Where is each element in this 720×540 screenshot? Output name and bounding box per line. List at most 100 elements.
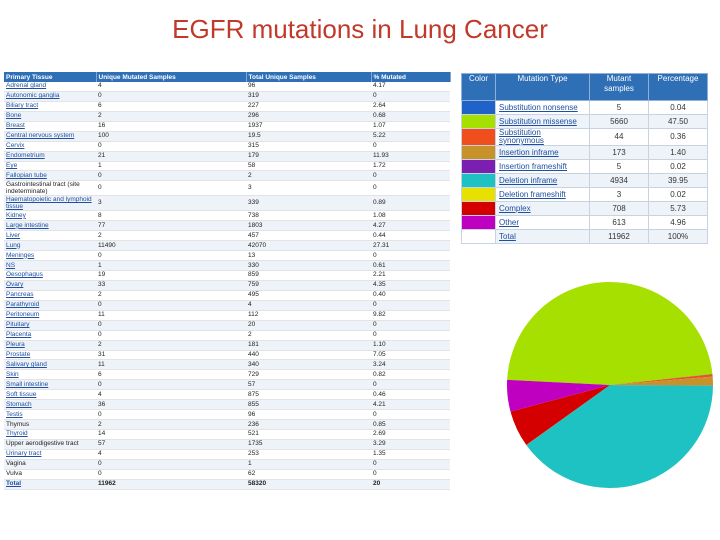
total-count: 58 [246,161,371,172]
col-unique-mutated[interactable]: Unique Mutated Samples [96,72,247,82]
mutation-type-link[interactable]: Total [495,229,590,244]
mutation-type-table: Color Mutation Type Mutant samples Perce… [461,73,708,244]
mutated-count: 2 [96,111,246,122]
col-total-unique[interactable]: Total Unique Samples [246,72,372,82]
tissue-name-link[interactable]: Prostate [4,350,96,361]
table-row: Meninges 0 13 0 [4,250,450,262]
total-count: 521 [246,429,371,440]
tissue-name-link[interactable]: Haematopoietic and lymphoid tissue [4,195,96,212]
mutated-count: 3 [96,195,246,212]
total-count: 855 [246,399,371,411]
tissue-name-link[interactable]: Eye [4,161,96,172]
mutation-row: Substitution nonsense 5 0.04 [461,100,708,115]
percent-mutated: 0.46 [371,389,450,401]
tissue-name-link[interactable]: Testis [4,409,96,421]
percent-mutated: 7.05 [371,350,450,361]
mutant-samples: 613 [589,215,649,230]
total-count: 181 [246,340,371,351]
tissue-name-link[interactable]: Adrenal gland [4,82,96,92]
col-primary-tissue[interactable]: Primary Tissue [4,72,97,82]
tissue-table-header: Primary Tissue Unique Mutated Samples To… [4,72,451,82]
tissue-name-link[interactable]: Pituitary [4,320,96,331]
mutation-type-link[interactable]: Substitution missense [495,114,590,129]
tissue-name-link[interactable]: NS [4,260,96,271]
tissue-name-link[interactable]: Biliary tract [4,101,96,112]
col-percent-mutated[interactable]: % Mutated [371,72,451,82]
total-count: 20 [246,320,371,331]
total-count: 339 [246,195,371,212]
percent-mutated: 0.40 [371,290,450,301]
mutation-type-link[interactable]: Substitution synonymous [495,128,590,146]
tissue-name-link[interactable]: Small intestine [4,379,96,391]
tissue-name-link[interactable]: Cervix [4,141,96,152]
tissue-name-link[interactable]: Peritoneum [4,310,96,321]
percent-mutated: 4.21 [371,399,450,411]
mutated-count: 0 [96,250,246,262]
mutated-count: 2 [96,230,246,242]
percent-mutated: 11.93 [371,151,450,162]
mutated-count: 57 [96,439,246,450]
tissue-name-link[interactable]: Oesophagus [4,270,96,281]
tissue-name-link[interactable]: Parathyroid [4,300,96,311]
tissue-name-link[interactable]: Placenta [4,330,96,341]
tissue-name-link[interactable]: Liver [4,230,96,242]
pie-slice-deletion-frameshift [526,385,610,446]
percent-mutated: 2.64 [371,101,450,112]
mutated-count: 0 [96,469,246,480]
tissue-name-link[interactable]: Central nervous system [4,131,96,142]
table-row: Prostate 31 440 7.05 [4,350,450,361]
table-row: Thyroid 14 521 2.69 [4,429,450,440]
tissue-name-link[interactable]: Large intestine [4,220,96,232]
tissue-name-link[interactable]: Meninges [4,250,96,262]
tissue-name-link[interactable]: Endometrium [4,151,96,162]
mutation-type-link[interactable]: Substitution nonsense [495,100,590,115]
color-swatch [461,215,496,230]
pie-slice-substitution-synonymous [610,374,713,385]
tissue-name-link[interactable]: Thyroid [4,429,96,440]
percent-mutated: 0 [371,300,450,311]
table-row: Upper aerodigestive tract 57 1735 3.29 [4,439,450,450]
mutated-count: 1 [96,260,246,271]
col-color: Color [461,73,496,101]
total-count: 179 [246,151,371,162]
percent-mutated: 1.10 [371,340,450,351]
mutation-row: Deletion frameshift 3 0.02 [461,187,708,202]
tissue-name-link[interactable]: Autonomic ganglia [4,91,96,102]
mutated-count: 0 [96,141,246,152]
total-count: 440 [246,350,371,361]
table-row: Large intestine 77 1803 4.27 [4,220,450,232]
mutation-type-link[interactable]: Other [495,215,590,230]
mutation-type-link[interactable]: Insertion frameshift [495,159,590,174]
mutation-type-link[interactable]: Deletion inframe [495,173,590,188]
tissue-name-link[interactable]: Urinary tract [4,449,96,460]
mutated-count: 0 [96,330,246,341]
mutation-type-link[interactable]: Deletion frameshift [495,187,590,202]
percent-mutated: 4.17 [371,82,450,92]
mutant-samples: 5660 [589,114,649,129]
tissue-name-link[interactable]: Bone [4,111,96,122]
mutation-type-link[interactable]: Complex [495,201,590,216]
tissue-name-link[interactable]: Pleura [4,340,96,351]
tissue-name-link[interactable]: Total [4,479,96,490]
tissue-name-link[interactable]: Fallopian tube [4,170,96,182]
percent-mutated: 1.07 [371,121,450,132]
total-count: 57 [246,379,371,391]
mutated-count: 6 [96,101,246,112]
tissue-name-link[interactable]: Ovary [4,280,96,291]
tissue-name-link[interactable]: Soft tissue [4,389,96,401]
tissue-name-link[interactable]: Lung [4,240,96,252]
table-row: Peritoneum 11 112 9.82 [4,310,450,321]
tissue-name-link[interactable]: Salivary gland [4,359,96,371]
mutant-samples: 173 [589,145,649,160]
tissue-name-link[interactable]: Stomach [4,399,96,411]
tissue-name-link[interactable]: Kidney [4,210,96,222]
mutated-count: 31 [96,350,246,361]
table-row: Testis 0 96 0 [4,409,450,421]
table-row: NS 1 330 0.61 [4,260,450,271]
mutation-row: Insertion frameshift 5 0.02 [461,159,708,174]
tissue-name-link[interactable]: Breast [4,121,96,132]
total-count: 457 [246,230,371,242]
tissue-name-link[interactable]: Pancreas [4,290,96,301]
tissue-name-link[interactable]: Skin [4,369,96,381]
mutation-type-link[interactable]: Insertion inframe [495,145,590,160]
